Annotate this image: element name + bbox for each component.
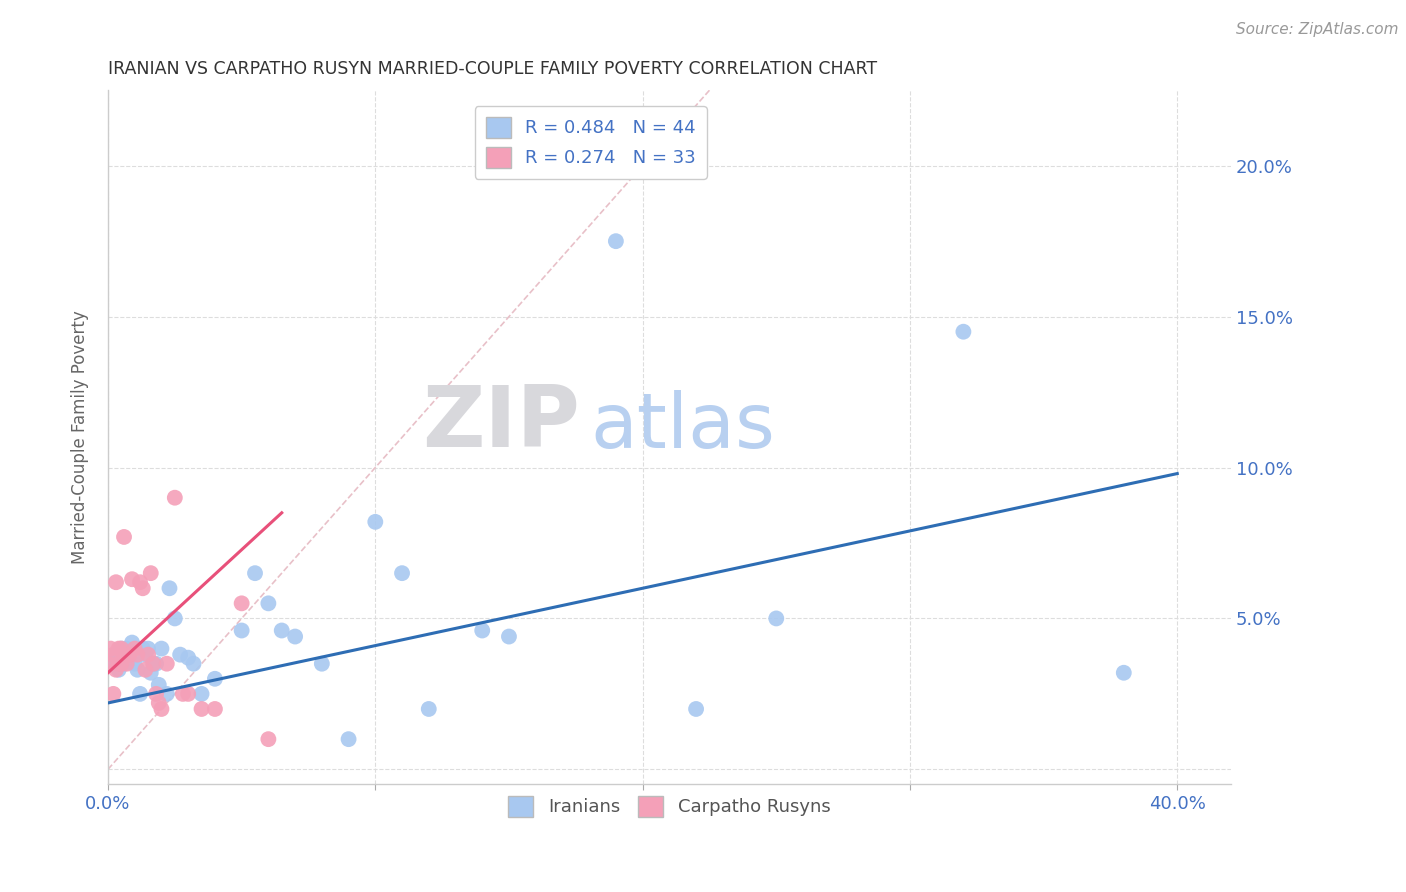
Point — [124, 657, 146, 671]
Point — [139, 665, 162, 680]
Point — [121, 635, 143, 649]
Point — [124, 641, 146, 656]
Point — [139, 566, 162, 581]
Point — [471, 624, 494, 638]
Point — [204, 702, 226, 716]
Text: IRANIAN VS CARPATHO RUSYN MARRIED-COUPLE FAMILY POVERTY CORRELATION CHART: IRANIAN VS CARPATHO RUSYN MARRIED-COUPLE… — [108, 60, 877, 78]
Point — [1112, 665, 1135, 680]
Point — [177, 687, 200, 701]
Point — [605, 234, 627, 248]
Point — [112, 657, 135, 671]
Point — [110, 657, 132, 671]
Point — [145, 687, 167, 701]
Point — [311, 657, 333, 671]
Point — [103, 648, 125, 662]
Point — [142, 657, 165, 671]
Point — [103, 687, 125, 701]
Point — [112, 530, 135, 544]
Text: atlas: atlas — [591, 390, 776, 464]
Point — [105, 575, 128, 590]
Point — [391, 566, 413, 581]
Point — [127, 648, 149, 662]
Point — [150, 641, 173, 656]
Point — [129, 575, 152, 590]
Text: ZIP: ZIP — [422, 382, 579, 465]
Point — [159, 581, 181, 595]
Point — [172, 687, 194, 701]
Point — [136, 648, 159, 662]
Point — [115, 657, 138, 671]
Point — [148, 678, 170, 692]
Point — [498, 630, 520, 644]
Legend: Iranians, Carpatho Rusyns: Iranians, Carpatho Rusyns — [501, 789, 838, 824]
Point — [243, 566, 266, 581]
Point — [364, 515, 387, 529]
Point — [129, 687, 152, 701]
Point — [127, 663, 149, 677]
Point — [107, 663, 129, 677]
Text: Source: ZipAtlas.com: Source: ZipAtlas.com — [1236, 22, 1399, 37]
Point — [134, 663, 156, 677]
Point — [134, 648, 156, 662]
Point — [183, 657, 205, 671]
Point — [156, 687, 179, 701]
Point — [115, 641, 138, 656]
Point — [231, 624, 253, 638]
Point — [190, 687, 212, 701]
Point — [163, 611, 186, 625]
Point — [145, 657, 167, 671]
Point — [231, 596, 253, 610]
Point — [142, 657, 165, 671]
Point — [136, 641, 159, 656]
Point — [952, 325, 974, 339]
Point — [337, 732, 360, 747]
Point — [118, 648, 141, 662]
Point — [118, 650, 141, 665]
Point — [685, 702, 707, 716]
Point — [163, 491, 186, 505]
Point — [204, 672, 226, 686]
Point — [110, 641, 132, 656]
Point — [765, 611, 787, 625]
Point — [103, 657, 125, 671]
Point — [284, 630, 307, 644]
Point — [148, 696, 170, 710]
Point — [257, 596, 280, 610]
Point — [107, 641, 129, 656]
Point — [107, 657, 129, 671]
Point — [105, 648, 128, 662]
Point — [110, 641, 132, 656]
Y-axis label: Married-Couple Family Poverty: Married-Couple Family Poverty — [72, 310, 89, 565]
Point — [257, 732, 280, 747]
Point — [97, 657, 120, 671]
Point — [150, 702, 173, 716]
Point — [177, 650, 200, 665]
Point — [156, 657, 179, 671]
Point — [169, 648, 191, 662]
Point — [100, 641, 122, 656]
Point — [132, 641, 155, 656]
Point — [121, 572, 143, 586]
Point — [418, 702, 440, 716]
Point — [270, 624, 292, 638]
Point — [105, 663, 128, 677]
Point — [132, 581, 155, 595]
Point — [190, 702, 212, 716]
